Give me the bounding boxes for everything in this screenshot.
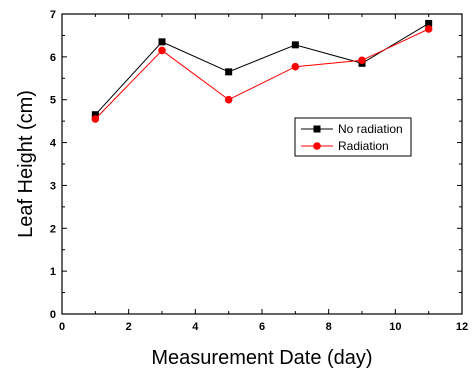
data-point-radiation (291, 62, 300, 71)
x-tick-label: 8 (326, 321, 332, 333)
y-tick-label: 6 (50, 52, 56, 64)
y-tick-label: 1 (50, 266, 56, 278)
x-tick-label: 12 (456, 321, 468, 333)
legend: No radiation Radiation (294, 117, 412, 157)
x-tick-label: 0 (59, 321, 65, 333)
x-tick-label: 6 (259, 321, 265, 333)
y-tick-label: 2 (50, 223, 56, 235)
legend-label-no-radiation: No radiation (338, 122, 403, 136)
legend-marker-no-radiation (313, 125, 321, 133)
legend-label-radiation: Radiation (338, 139, 389, 153)
y-tick-label: 3 (50, 180, 56, 192)
data-point-radiation (424, 25, 433, 33)
plot-frame (61, 13, 463, 315)
y-tick-label: 0 (50, 309, 56, 321)
data-point-radiation (158, 46, 166, 55)
x-tick-label: 10 (389, 321, 401, 333)
data-point-radiation (224, 95, 233, 104)
y-tick-label: 4 (50, 138, 57, 150)
series-line-radiation (94, 28, 429, 120)
x-tick-label: 4 (192, 321, 199, 333)
y-axis-title: Leaf Height (cm) (15, 90, 37, 238)
data-point-radiation (91, 115, 100, 123)
legend-box (294, 117, 412, 157)
x-tick-label: 2 (126, 321, 132, 333)
data-point-no-radiation (225, 68, 233, 76)
legend-marker-radiation (313, 142, 321, 150)
y-tick-label: 5 (50, 95, 56, 107)
data-point-no-radiation (425, 19, 433, 27)
data-point-no-radiation (158, 38, 166, 46)
data-point-radiation (358, 56, 366, 65)
series-layer (91, 19, 433, 123)
series-line-no-radiation (94, 22, 429, 116)
y-tick-label: 7 (50, 9, 56, 21)
x-axis-title: Measurement Date (day) (151, 347, 372, 369)
data-point-no-radiation (291, 41, 299, 49)
data-point-no-radiation (91, 111, 99, 119)
